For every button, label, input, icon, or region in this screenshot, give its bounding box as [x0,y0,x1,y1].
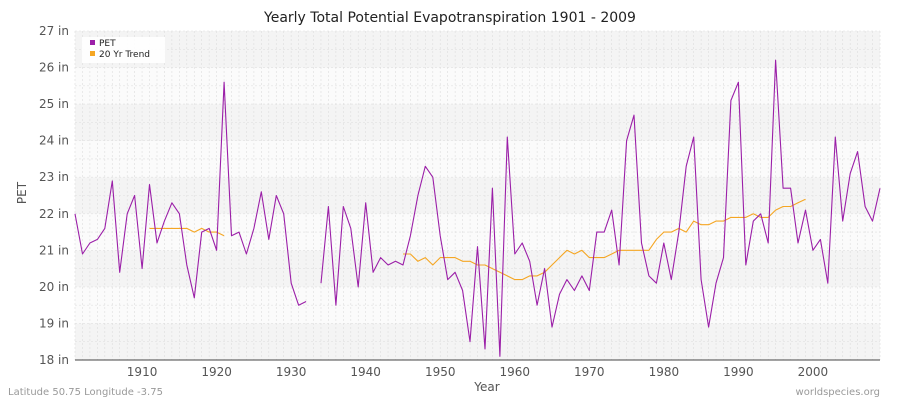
trend-line [403,198,806,281]
x-tick-labels: 1910 1920 1930 1940 1950 1960 1970 1980 1990 2000 [127,365,828,379]
y-tick-label: 19 in [39,316,69,330]
x-tick-label: 1970 [574,365,605,379]
y-axis-label: PET [15,181,29,204]
band [75,31,880,68]
x-tick-label: 2000 [798,365,829,379]
legend-label-trend: 20 Yr Trend [99,50,150,60]
series-layer [74,59,881,357]
x-tick-label: 1910 [127,365,158,379]
y-tick-label: 20 in [39,280,69,294]
x-tick-label: 1960 [499,365,530,379]
legend-box [82,37,165,63]
pet-line [74,81,307,306]
y-tick-labels: 18 in 19 in 20 in 21 in 22 in 23 in 24 in 25 in… [39,24,69,367]
x-tick-label: 1930 [276,365,307,379]
x-tick-label: 1990 [723,365,754,379]
x-tick-label: 1980 [649,365,680,379]
y-tick-label: 26 in [39,61,69,75]
pet-line [320,59,881,357]
footer-source: worldspecies.org [796,387,880,398]
y-tick-label: 25 in [39,97,69,111]
y-tick-label: 18 in [39,353,69,367]
footer-coordinates: Latitude 50.75 Longitude -3.75 [8,387,163,398]
y-tick-label: 23 in [39,170,69,184]
band [75,67,880,105]
legend: PET 20 Yr Trend [82,37,165,63]
legend-swatch-trend [90,51,95,56]
band [75,104,880,141]
x-axis-label: Year [473,380,499,394]
y-tick-label: 21 in [39,243,69,257]
x-tick-label: 1950 [425,365,456,379]
y-tick-label: 22 in [39,207,69,221]
y-tick-label: 27 in [39,24,69,38]
series-pet [74,59,881,357]
x-tick-label: 1940 [350,365,381,379]
band [75,323,880,360]
chart-title: Yearly Total Potential Evapotranspiratio… [263,10,636,26]
legend-swatch-pet [90,40,95,45]
legend-label-pet: PET [99,39,116,49]
x-tick-label: 1920 [201,365,232,379]
y-tick-label: 24 in [39,134,69,148]
